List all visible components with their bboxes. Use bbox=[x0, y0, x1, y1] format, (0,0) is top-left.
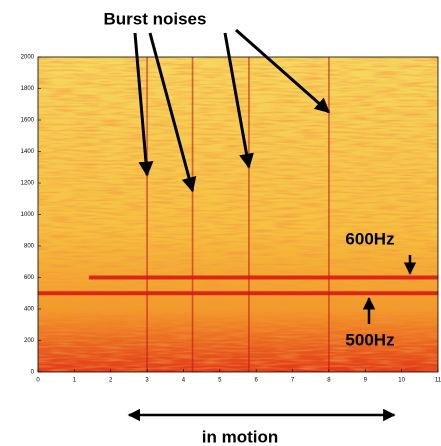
x-tick-label: 8 bbox=[327, 378, 331, 384]
x-tick-label: 7 bbox=[291, 378, 295, 384]
x-tick-label: 4 bbox=[182, 378, 186, 384]
tone-label: 600Hz bbox=[345, 229, 394, 248]
y-tick-label: 1400 bbox=[21, 149, 35, 155]
x-tick-label: 0 bbox=[36, 378, 40, 384]
y-tick-label: 200 bbox=[24, 338, 35, 344]
burst-label: Burst noises bbox=[104, 9, 207, 28]
y-tick-label: 1600 bbox=[21, 118, 35, 124]
y-tick-label: 0 bbox=[31, 370, 35, 376]
y-tick-label: 1000 bbox=[21, 212, 35, 218]
y-tick-label: 1800 bbox=[21, 86, 35, 92]
x-tick-label: 9 bbox=[364, 378, 368, 384]
x-tick-label: 2 bbox=[109, 378, 113, 384]
burst-arrow bbox=[148, 32, 197, 193]
burst-arrow bbox=[223, 32, 254, 169]
y-tick-label: 600 bbox=[24, 275, 35, 281]
x-tick-label: 11 bbox=[435, 378, 441, 384]
burst-arrow bbox=[235, 28, 331, 114]
x-tick-label: 10 bbox=[398, 378, 405, 384]
y-tick-label: 400 bbox=[24, 307, 35, 313]
y-tick-label: 1200 bbox=[21, 181, 35, 187]
motion-label: in motion bbox=[202, 427, 278, 446]
x-tick-label: 1 bbox=[73, 378, 77, 384]
x-tick-label: 3 bbox=[145, 378, 149, 384]
tone-label: 500Hz bbox=[345, 330, 394, 349]
x-tick-label: 5 bbox=[218, 378, 222, 384]
y-tick-label: 2000 bbox=[21, 55, 35, 61]
y-tick-label: 800 bbox=[24, 244, 35, 250]
burst-arrow bbox=[133, 32, 154, 177]
x-tick-label: 6 bbox=[255, 378, 259, 384]
